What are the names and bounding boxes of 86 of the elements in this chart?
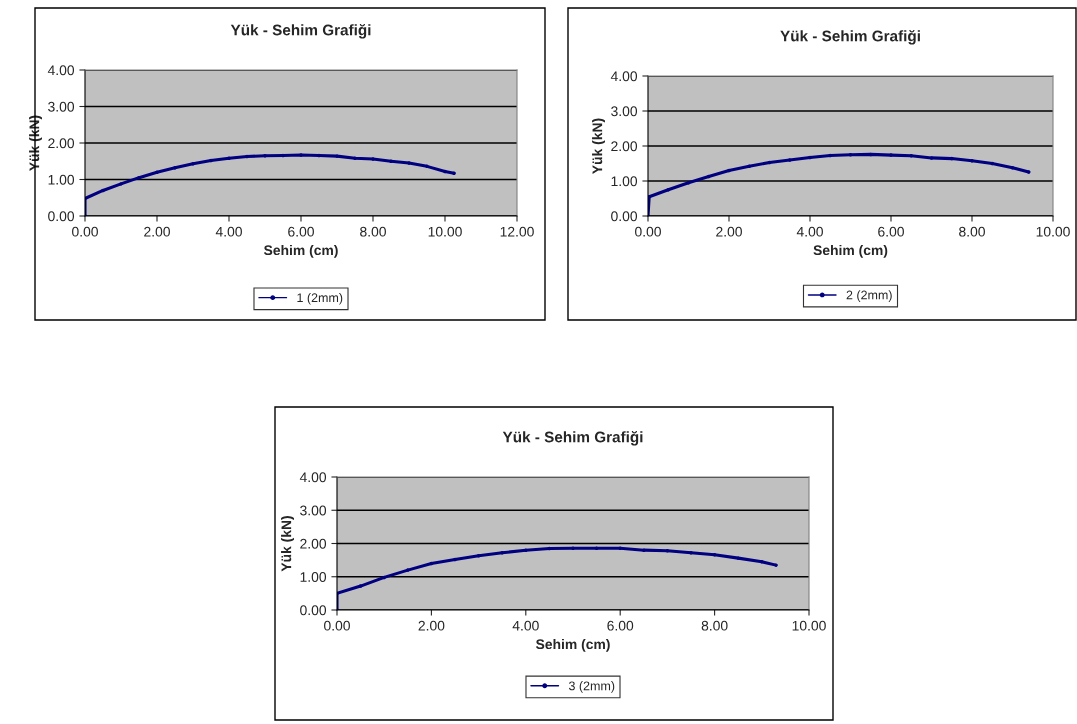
y-tick-label: 3.00 [611,106,638,117]
legend-label: 3 (2mm) [568,681,615,693]
point [476,554,481,558]
y-tick-label: 0.00 [300,605,327,616]
point [407,161,411,165]
point [547,546,552,551]
point [299,153,303,157]
chart-title: Yük - Sehim Grafiği [230,24,371,39]
chart-title: Yük - Sehim Grafiği [502,431,643,446]
x-tick-label: 6.00 [878,226,904,237]
y-tick-label: 0.00 [48,211,75,222]
y-tick-label: 1.00 [300,572,327,582]
y-tick-label: 3.00 [48,101,75,112]
y-tick-label: 0.00 [611,211,638,222]
x-tick-label: 4.00 [512,620,539,631]
point [263,154,267,158]
point [665,549,670,553]
y-tick-label: 2.00 [48,138,75,149]
point [736,556,740,560]
x-tick-label: 0.00 [72,226,98,237]
y-axis-title: Yük (kN) [592,118,605,174]
y-tick-label: 2.00 [611,141,638,152]
line-series [85,153,456,216]
point [594,546,599,550]
x-tick-label: 12.00 [500,226,534,237]
x-tick-label: 6.00 [607,620,634,631]
point [618,546,622,550]
point [707,174,711,179]
x-tick-label: 4.00 [215,226,242,237]
x-tick-label: 8.00 [959,226,985,237]
point [689,551,693,555]
x-tick-label: 0.00 [635,226,661,237]
point [524,548,528,552]
point [137,175,141,180]
x-tick-label: 2.00 [716,226,742,237]
x-tick-label: 0.00 [324,620,350,631]
point [788,158,792,162]
point [452,171,456,176]
legend-label: 2 (2mm) [846,290,892,302]
x-tick-label: 4.00 [796,226,823,237]
line-series [648,152,1031,216]
legend-label: 1 (2mm) [297,292,343,305]
point [1026,170,1031,174]
x-axis-title: Sehim (cm) [813,244,888,258]
x-tick-label: 10.00 [428,226,462,237]
point [990,161,994,166]
y-tick-label: 1.00 [48,174,75,185]
point [848,153,853,157]
y-tick-label: 4.00 [610,71,638,82]
point [889,153,893,157]
point [227,156,231,161]
point [429,561,434,566]
point [371,157,375,161]
point [389,159,393,163]
y-axis-title: Yük (kN) [281,516,294,572]
x-tick-label: 10.00 [792,620,826,631]
x-axis-title: Sehim (cm) [535,638,610,652]
point [1010,165,1015,170]
x-tick-label: 8.00 [701,620,728,631]
y-axis-title: Yük (kN) [29,115,42,171]
point [406,568,410,572]
y-tick-label: 4.00 [299,472,327,483]
point [642,548,646,552]
point [191,162,195,166]
x-tick-label: 8.00 [360,226,386,237]
point [155,170,159,174]
x-tick-label: 10.00 [1036,226,1070,237]
x-axis-title: Sehim (cm) [263,244,338,258]
point [712,553,717,557]
x-tick-label: 6.00 [288,226,314,237]
x-tick-label: 2.00 [144,226,170,237]
point [119,182,123,186]
y-tick-label: 1.00 [611,176,638,187]
point [686,181,691,185]
point [335,154,339,158]
line-series [337,546,778,610]
y-tick-label: 2.00 [300,538,327,549]
chart-title: Yük - Sehim Grafiği [780,30,920,45]
point [774,563,778,567]
point [767,160,772,165]
point [571,546,575,550]
y-tick-label: 4.00 [47,65,75,76]
y-tick-label: 3.00 [300,505,327,516]
x-tick-label: 2.00 [418,620,445,631]
point [382,575,386,580]
point [173,166,177,170]
